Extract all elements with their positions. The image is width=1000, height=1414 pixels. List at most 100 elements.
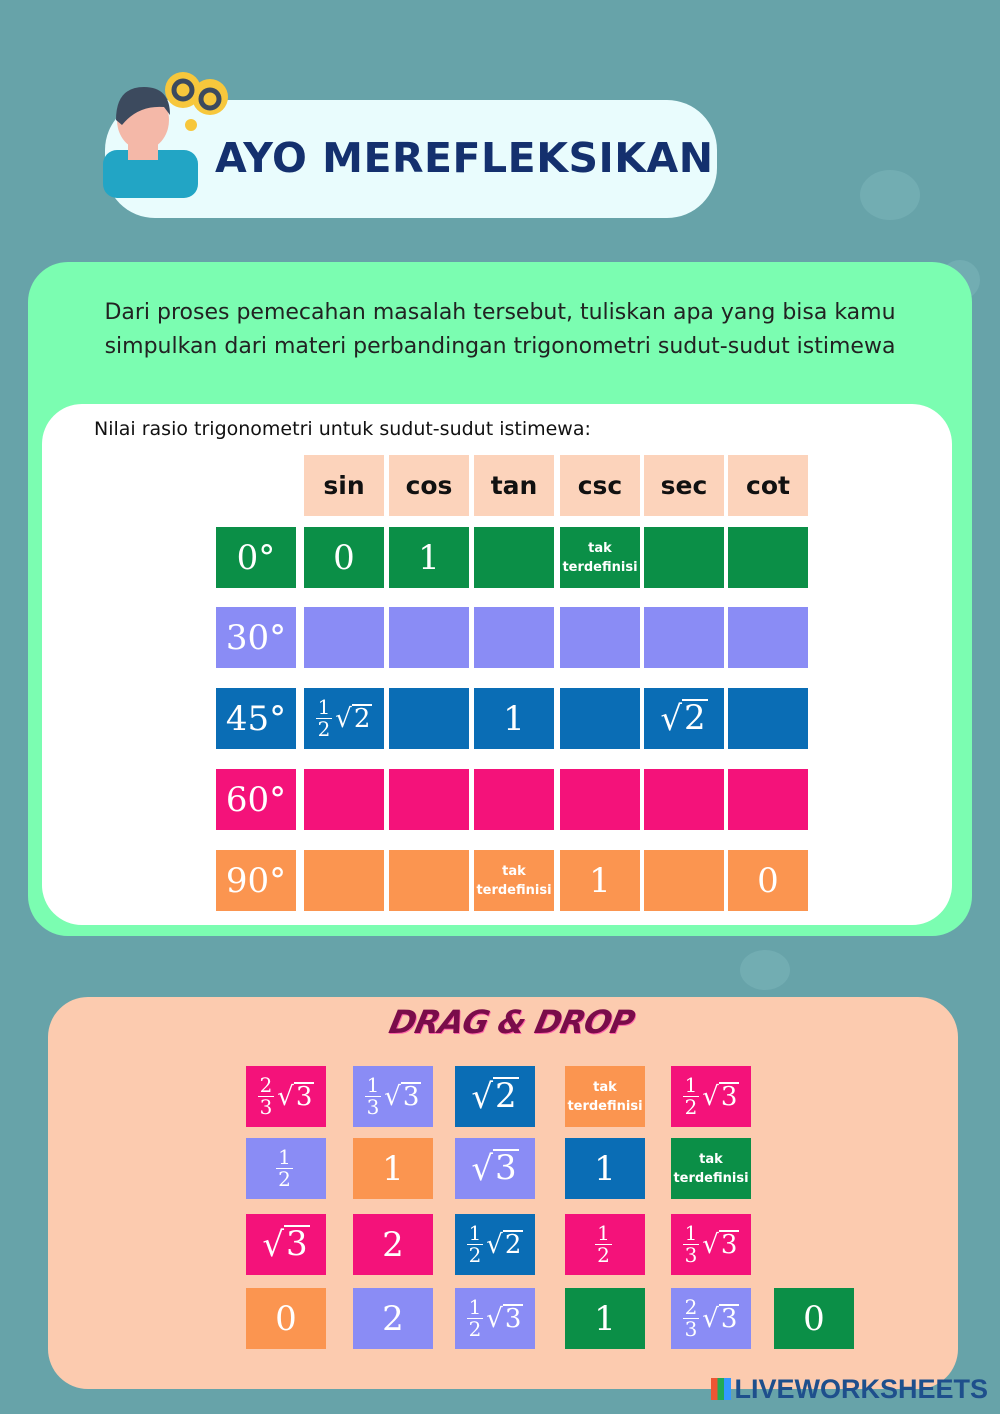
answer-slot[interactable] — [304, 850, 384, 911]
draggable-tile[interactable]: tak terdefinisi — [671, 1138, 751, 1199]
header-banner — [105, 100, 717, 218]
answer-slot[interactable] — [389, 769, 469, 830]
radical-sign-icon: √ — [277, 1081, 294, 1112]
draggable-tile[interactable]: 1 3 √ 3 — [671, 1214, 751, 1275]
value-text: tak terdefinisi — [673, 1151, 749, 1186]
radicand: 3 — [502, 1303, 524, 1334]
answer-slot[interactable] — [389, 688, 469, 749]
draggable-tile[interactable]: 2 — [353, 1214, 433, 1275]
denominator: 3 — [684, 1243, 698, 1267]
draggable-tile[interactable]: 0 — [774, 1288, 854, 1349]
radicand: 3 — [718, 1081, 740, 1112]
reflection-prompt: Dari proses pemecahan masalah tersebut, … — [104, 300, 896, 359]
value-text: 1 — [594, 1298, 616, 1339]
draggable-tile[interactable]: 0 — [246, 1288, 326, 1349]
denominator: 2 — [278, 1167, 291, 1191]
draggable-tile[interactable]: √ 3 — [455, 1138, 535, 1199]
angle-label: 0° — [216, 527, 296, 588]
answer-slot[interactable] — [560, 769, 640, 830]
value-text: 0 — [275, 1298, 297, 1339]
answer-slot[interactable] — [644, 527, 724, 588]
square-root: √ 3 — [702, 1229, 740, 1260]
answer-slot[interactable] — [728, 769, 808, 830]
value-text: 0 — [803, 1298, 825, 1339]
draggable-tile[interactable]: √ 2 — [455, 1066, 535, 1127]
draggable-tile[interactable]: 1 3 √ 3 — [353, 1066, 433, 1127]
answer-slot[interactable] — [644, 607, 724, 668]
draggable-tile[interactable]: 2 3 √ 3 — [671, 1288, 751, 1349]
numerator: 1 — [682, 1221, 700, 1245]
value-text: 1 — [589, 860, 611, 901]
answer-slot[interactable]: 1 2 √ 2 — [304, 688, 384, 749]
numerator: 2 — [682, 1295, 700, 1319]
numerator: 1 — [682, 1073, 700, 1097]
square-root: √ 2 — [335, 703, 373, 734]
answer-slot[interactable] — [389, 607, 469, 668]
numerator: 1 — [595, 1221, 612, 1245]
radicand: 3 — [493, 1147, 519, 1188]
column-header-cos: cos — [389, 455, 469, 516]
denominator: 2 — [597, 1243, 610, 1267]
answer-slot[interactable] — [644, 850, 724, 911]
square-root: √ 3 — [277, 1081, 315, 1112]
logo-icon — [711, 1378, 732, 1400]
answer-slot[interactable]: 1 — [560, 850, 640, 911]
answer-slot[interactable] — [474, 607, 554, 668]
value-text: tak terdefinisi — [476, 863, 552, 898]
background-blob — [860, 170, 920, 220]
value-text: 2 — [382, 1224, 404, 1265]
answer-slot[interactable]: tak terdefinisi — [560, 527, 640, 588]
radical-sign-icon: √ — [471, 1148, 494, 1189]
radical-sign-icon: √ — [702, 1229, 719, 1260]
value-text: 1 — [418, 537, 440, 578]
answer-slot[interactable] — [474, 527, 554, 588]
answer-slot[interactable]: 0 — [304, 527, 384, 588]
radicand: 3 — [718, 1303, 740, 1334]
column-header-sec: sec — [644, 455, 724, 516]
answer-slot[interactable] — [474, 769, 554, 830]
radicand: 3 — [284, 1223, 310, 1264]
answer-slot[interactable] — [560, 688, 640, 749]
answer-slot[interactable] — [560, 607, 640, 668]
angle-label: 90° — [216, 850, 296, 911]
answer-slot[interactable]: tak terdefinisi — [474, 850, 554, 911]
radical-sign-icon: √ — [335, 703, 352, 734]
draggable-tile[interactable]: 1 2 √ 3 — [455, 1288, 535, 1349]
draggable-tile[interactable]: √ 3 — [246, 1214, 326, 1275]
answer-slot[interactable] — [728, 607, 808, 668]
logo-text: LIVEWORKSHEETS — [734, 1374, 988, 1404]
liveworksheets-logo: LIVEWORKSHEETS — [711, 1374, 988, 1405]
answer-slot[interactable]: 1 — [474, 688, 554, 749]
answer-slot[interactable] — [304, 607, 384, 668]
column-header-csc: csc — [560, 455, 640, 516]
square-root: √ 3 — [384, 1081, 422, 1112]
denominator: 2 — [317, 717, 331, 741]
radicand: 3 — [293, 1081, 315, 1112]
draggable-tile[interactable]: 2 3 √ 3 — [246, 1066, 326, 1127]
square-root: √ 3 — [486, 1303, 524, 1334]
draggable-tile[interactable]: 1 — [353, 1138, 433, 1199]
draggable-tile[interactable]: 1 — [565, 1288, 645, 1349]
answer-slot[interactable] — [304, 769, 384, 830]
answer-slot[interactable] — [389, 850, 469, 911]
answer-slot[interactable] — [644, 769, 724, 830]
answer-slot[interactable] — [728, 688, 808, 749]
answer-slot[interactable]: 1 — [389, 527, 469, 588]
draggable-tile[interactable]: 1 2 √ 2 — [455, 1214, 535, 1275]
value-text: tak terdefinisi — [567, 1079, 643, 1114]
draggable-tile[interactable]: 1 — [565, 1138, 645, 1199]
page-title: AYO MEREFLEKSIKAN — [215, 134, 714, 182]
answer-slot[interactable]: √ 2 — [644, 688, 724, 749]
angle-label: 30° — [216, 607, 296, 668]
numerator: 2 — [257, 1073, 275, 1097]
answer-slot[interactable] — [728, 527, 808, 588]
draggable-tile[interactable]: 1 2 √ 3 — [671, 1066, 751, 1127]
draggable-tile[interactable]: tak terdefinisi — [565, 1066, 645, 1127]
answer-slot[interactable]: 0 — [728, 850, 808, 911]
draggable-tile[interactable]: 2 — [353, 1288, 433, 1349]
